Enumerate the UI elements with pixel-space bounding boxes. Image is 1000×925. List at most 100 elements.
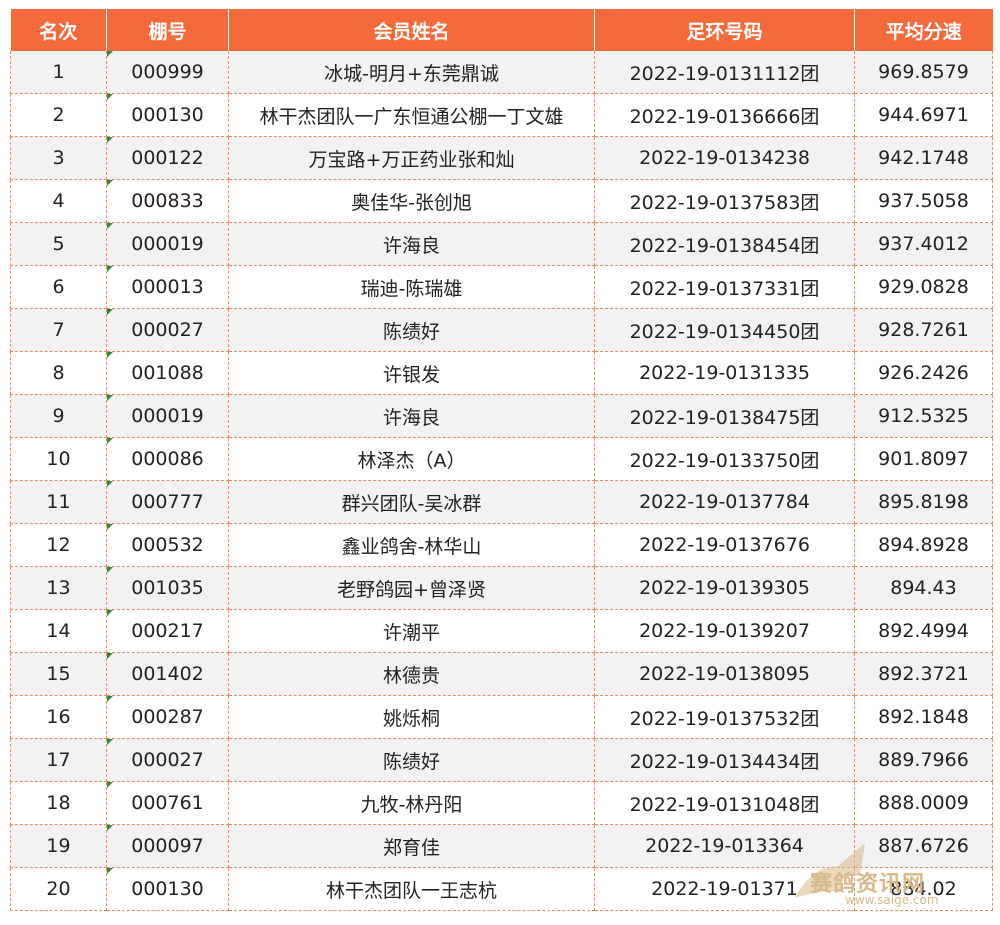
rank-cell: 13 — [10, 566, 107, 610]
rank-cell: 16 — [10, 695, 107, 739]
rank-cell: 4 — [10, 179, 107, 223]
loft-number-cell: 000287 — [106, 695, 229, 739]
ring-number-cell: 2022-19-0134434团 — [594, 738, 855, 782]
ring-number-cell: 2022-19-0134238 — [594, 136, 855, 180]
average-speed-cell: 929.0828 — [854, 265, 993, 309]
header-ring-number: 足环号码 — [594, 9, 855, 51]
loft-number-cell: 000019 — [106, 394, 229, 438]
rank-cell: 19 — [10, 824, 107, 868]
loft-number-cell: 000532 — [106, 523, 229, 567]
header-row: 名次 棚号 会员姓名 足环号码 平均分速 — [10, 9, 993, 51]
race-results-table: 名次 棚号 会员姓名 足环号码 平均分速 1 000999 冰城-明月+东莞鼎诚 20… — [10, 9, 993, 911]
member-name-cell: 瑞迪-陈瑞雄 — [228, 265, 595, 309]
loft-number-cell: 001402 — [106, 652, 229, 696]
ring-number-cell: 2022-19-0137331团 — [594, 265, 855, 309]
loft-number-cell: 000833 — [106, 179, 229, 223]
loft-number-cell: 001035 — [106, 566, 229, 610]
table-row: 9 000019 许海良 2022-19-0138475团 912.5325 — [10, 394, 993, 438]
member-name-cell: 林泽杰（A） — [228, 437, 595, 481]
rank-cell: 2 — [10, 93, 107, 137]
table-body: 1 000999 冰城-明月+东莞鼎诚 2022-19-0131112团 969.857… — [10, 51, 993, 911]
rank-cell: 15 — [10, 652, 107, 696]
loft-number-cell: 000217 — [106, 609, 229, 653]
member-name-cell: 许潮平 — [228, 609, 595, 653]
rank-cell: 11 — [10, 480, 107, 524]
ring-number-cell: 2022-19-0133750团 — [594, 437, 855, 481]
average-speed-cell: 887.6726 — [854, 824, 993, 868]
ring-number-cell: 2022-19-01371 — [594, 867, 855, 911]
rank-cell: 8 — [10, 351, 107, 395]
ring-number-cell: 2022-19-0137676 — [594, 523, 855, 567]
loft-number-cell: 000086 — [106, 437, 229, 481]
member-name-cell: 奥佳华-张创旭 — [228, 179, 595, 223]
ring-number-cell: 2022-19-0138454团 — [594, 222, 855, 266]
table-row: 3 000122 万宝路+万正药业张和灿 2022-19-0134238 942.174… — [10, 136, 993, 180]
table-row: 14 000217 许潮平 2022-19-0139207 892.4994 — [10, 609, 993, 653]
average-speed-cell: 894.8928 — [854, 523, 993, 567]
table-row: 5 000019 许海良 2022-19-0138454团 937.4012 — [10, 222, 993, 266]
member-name-cell: 许海良 — [228, 222, 595, 266]
table-row: 18 000761 九牧-林丹阳 2022-19-0131048团 888.0009 — [10, 781, 993, 825]
table-row: 2 000130 林干杰团队一广东恒通公棚一丁文雄 2022-19-0136666团 9… — [10, 93, 993, 137]
table-row: 13 001035 老野鸽园+曾泽贤 2022-19-0139305 894.43 — [10, 566, 993, 610]
loft-number-cell: 000999 — [106, 51, 229, 94]
member-name-cell: 九牧-林丹阳 — [228, 781, 595, 825]
watermark-text: 赛鸽资讯网 — [810, 872, 926, 897]
ring-number-cell: 2022-19-0137532团 — [594, 695, 855, 739]
ring-number-cell: 2022-19-0138095 — [594, 652, 855, 696]
average-speed-cell: 892.3721 — [854, 652, 993, 696]
header-member-name: 会员姓名 — [228, 9, 595, 51]
watermark-url: www.saige.com — [845, 893, 939, 907]
table-row: 4 000833 奥佳华-张创旭 2022-19-0137583团 937.5058 — [10, 179, 993, 223]
rank-cell: 7 — [10, 308, 107, 352]
ring-number-cell: 2022-19-0139207 — [594, 609, 855, 653]
member-name-cell: 陈绩好 — [228, 738, 595, 782]
member-name-cell: 林德贵 — [228, 652, 595, 696]
member-name-cell: 郑育佳 — [228, 824, 595, 868]
loft-number-cell: 001088 — [106, 351, 229, 395]
ring-number-cell: 2022-19-0137784 — [594, 480, 855, 524]
rank-cell: 9 — [10, 394, 107, 438]
rank-cell: 18 — [10, 781, 107, 825]
member-name-cell: 陈绩好 — [228, 308, 595, 352]
race-results-table-container: 名次 棚号 会员姓名 足环号码 平均分速 1 000999 冰城-明月+东莞鼎诚 20… — [10, 9, 993, 911]
member-name-cell: 林干杰团队一广东恒通公棚一丁文雄 — [228, 93, 595, 137]
rank-cell: 12 — [10, 523, 107, 567]
average-speed-cell: 888.0009 — [854, 781, 993, 825]
average-speed-cell: 937.4012 — [854, 222, 993, 266]
rank-cell: 10 — [10, 437, 107, 481]
header-average-speed: 平均分速 — [854, 9, 993, 51]
ring-number-cell: 2022-19-0131335 — [594, 351, 855, 395]
ring-number-cell: 2022-19-0139305 — [594, 566, 855, 610]
loft-number-cell: 000027 — [106, 308, 229, 352]
rank-cell: 5 — [10, 222, 107, 266]
table-row: 1 000999 冰城-明月+东莞鼎诚 2022-19-0131112团 969.857… — [10, 51, 993, 94]
table-row: 11 000777 群兴团队-吴冰群 2022-19-0137784 895.8198 — [10, 480, 993, 524]
loft-number-cell: 000130 — [106, 867, 229, 911]
average-speed-cell: 894.43 — [854, 566, 993, 610]
ring-number-cell: 2022-19-013364 — [594, 824, 855, 868]
member-name-cell: 冰城-明月+东莞鼎诚 — [228, 51, 595, 94]
average-speed-cell: 889.7966 — [854, 738, 993, 782]
table-header: 名次 棚号 会员姓名 足环号码 平均分速 — [10, 9, 993, 51]
rank-cell: 3 — [10, 136, 107, 180]
header-loft-number: 棚号 — [106, 9, 229, 51]
loft-number-cell: 000122 — [106, 136, 229, 180]
rank-cell: 17 — [10, 738, 107, 782]
table-row: 19 000097 郑育佳 2022-19-013364 887.6726 — [10, 824, 993, 868]
member-name-cell: 万宝路+万正药业张和灿 — [228, 136, 595, 180]
rank-cell: 1 — [10, 51, 107, 94]
average-speed-cell: 944.6971 — [854, 93, 993, 137]
ring-number-cell: 2022-19-0136666团 — [594, 93, 855, 137]
average-speed-cell: 937.5058 — [854, 179, 993, 223]
loft-number-cell: 000777 — [106, 480, 229, 524]
header-rank: 名次 — [10, 9, 107, 51]
pigeon-logo-watermark — [795, 843, 865, 898]
loft-number-cell: 000019 — [106, 222, 229, 266]
ring-number-cell: 2022-19-0134450团 — [594, 308, 855, 352]
member-name-cell: 鑫业鸽舍-林华山 — [228, 523, 595, 567]
ring-number-cell: 2022-19-0137583团 — [594, 179, 855, 223]
member-name-cell: 老野鸽园+曾泽贤 — [228, 566, 595, 610]
table-row: 10 000086 林泽杰（A） 2022-19-0133750团 901.8097 — [10, 437, 993, 481]
member-name-cell: 许银发 — [228, 351, 595, 395]
